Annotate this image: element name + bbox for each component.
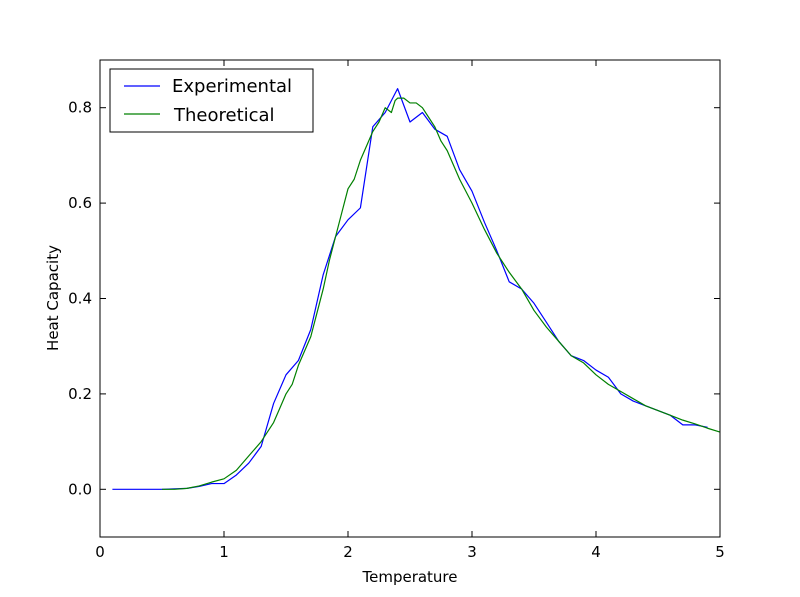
- series-line-experimental: [112, 88, 708, 490]
- x-axis-label: Temperature: [361, 568, 457, 586]
- x-tick-label: 2: [343, 543, 353, 561]
- legend-label-theoretical: Theoretical: [173, 105, 275, 126]
- y-axis-label: Heat Capacity: [44, 245, 62, 351]
- legend: Experimental Theoretical: [109, 68, 314, 133]
- x-tick-label: 0: [95, 543, 105, 561]
- y-tick-label: 0.6: [68, 194, 92, 212]
- y-tick-label: 0.8: [68, 99, 92, 117]
- x-tick-label: 1: [219, 543, 229, 561]
- x-tick-label: 5: [715, 543, 725, 561]
- y-tick-label: 0.0: [68, 480, 92, 498]
- tick-layer: 0 1 2 3 4 5 0.0 0.2 0.4 0.6 0.8: [68, 60, 725, 561]
- series-line-theoretical: [162, 97, 721, 490]
- x-tick-label: 3: [467, 543, 477, 561]
- y-tick-label: 0.2: [68, 385, 92, 403]
- x-tick-label: 4: [591, 543, 601, 561]
- legend-label-experimental: Experimental: [172, 76, 292, 97]
- y-tick-label: 0.4: [68, 290, 92, 308]
- legend-box: [109, 68, 314, 133]
- series-layer: [112, 88, 721, 490]
